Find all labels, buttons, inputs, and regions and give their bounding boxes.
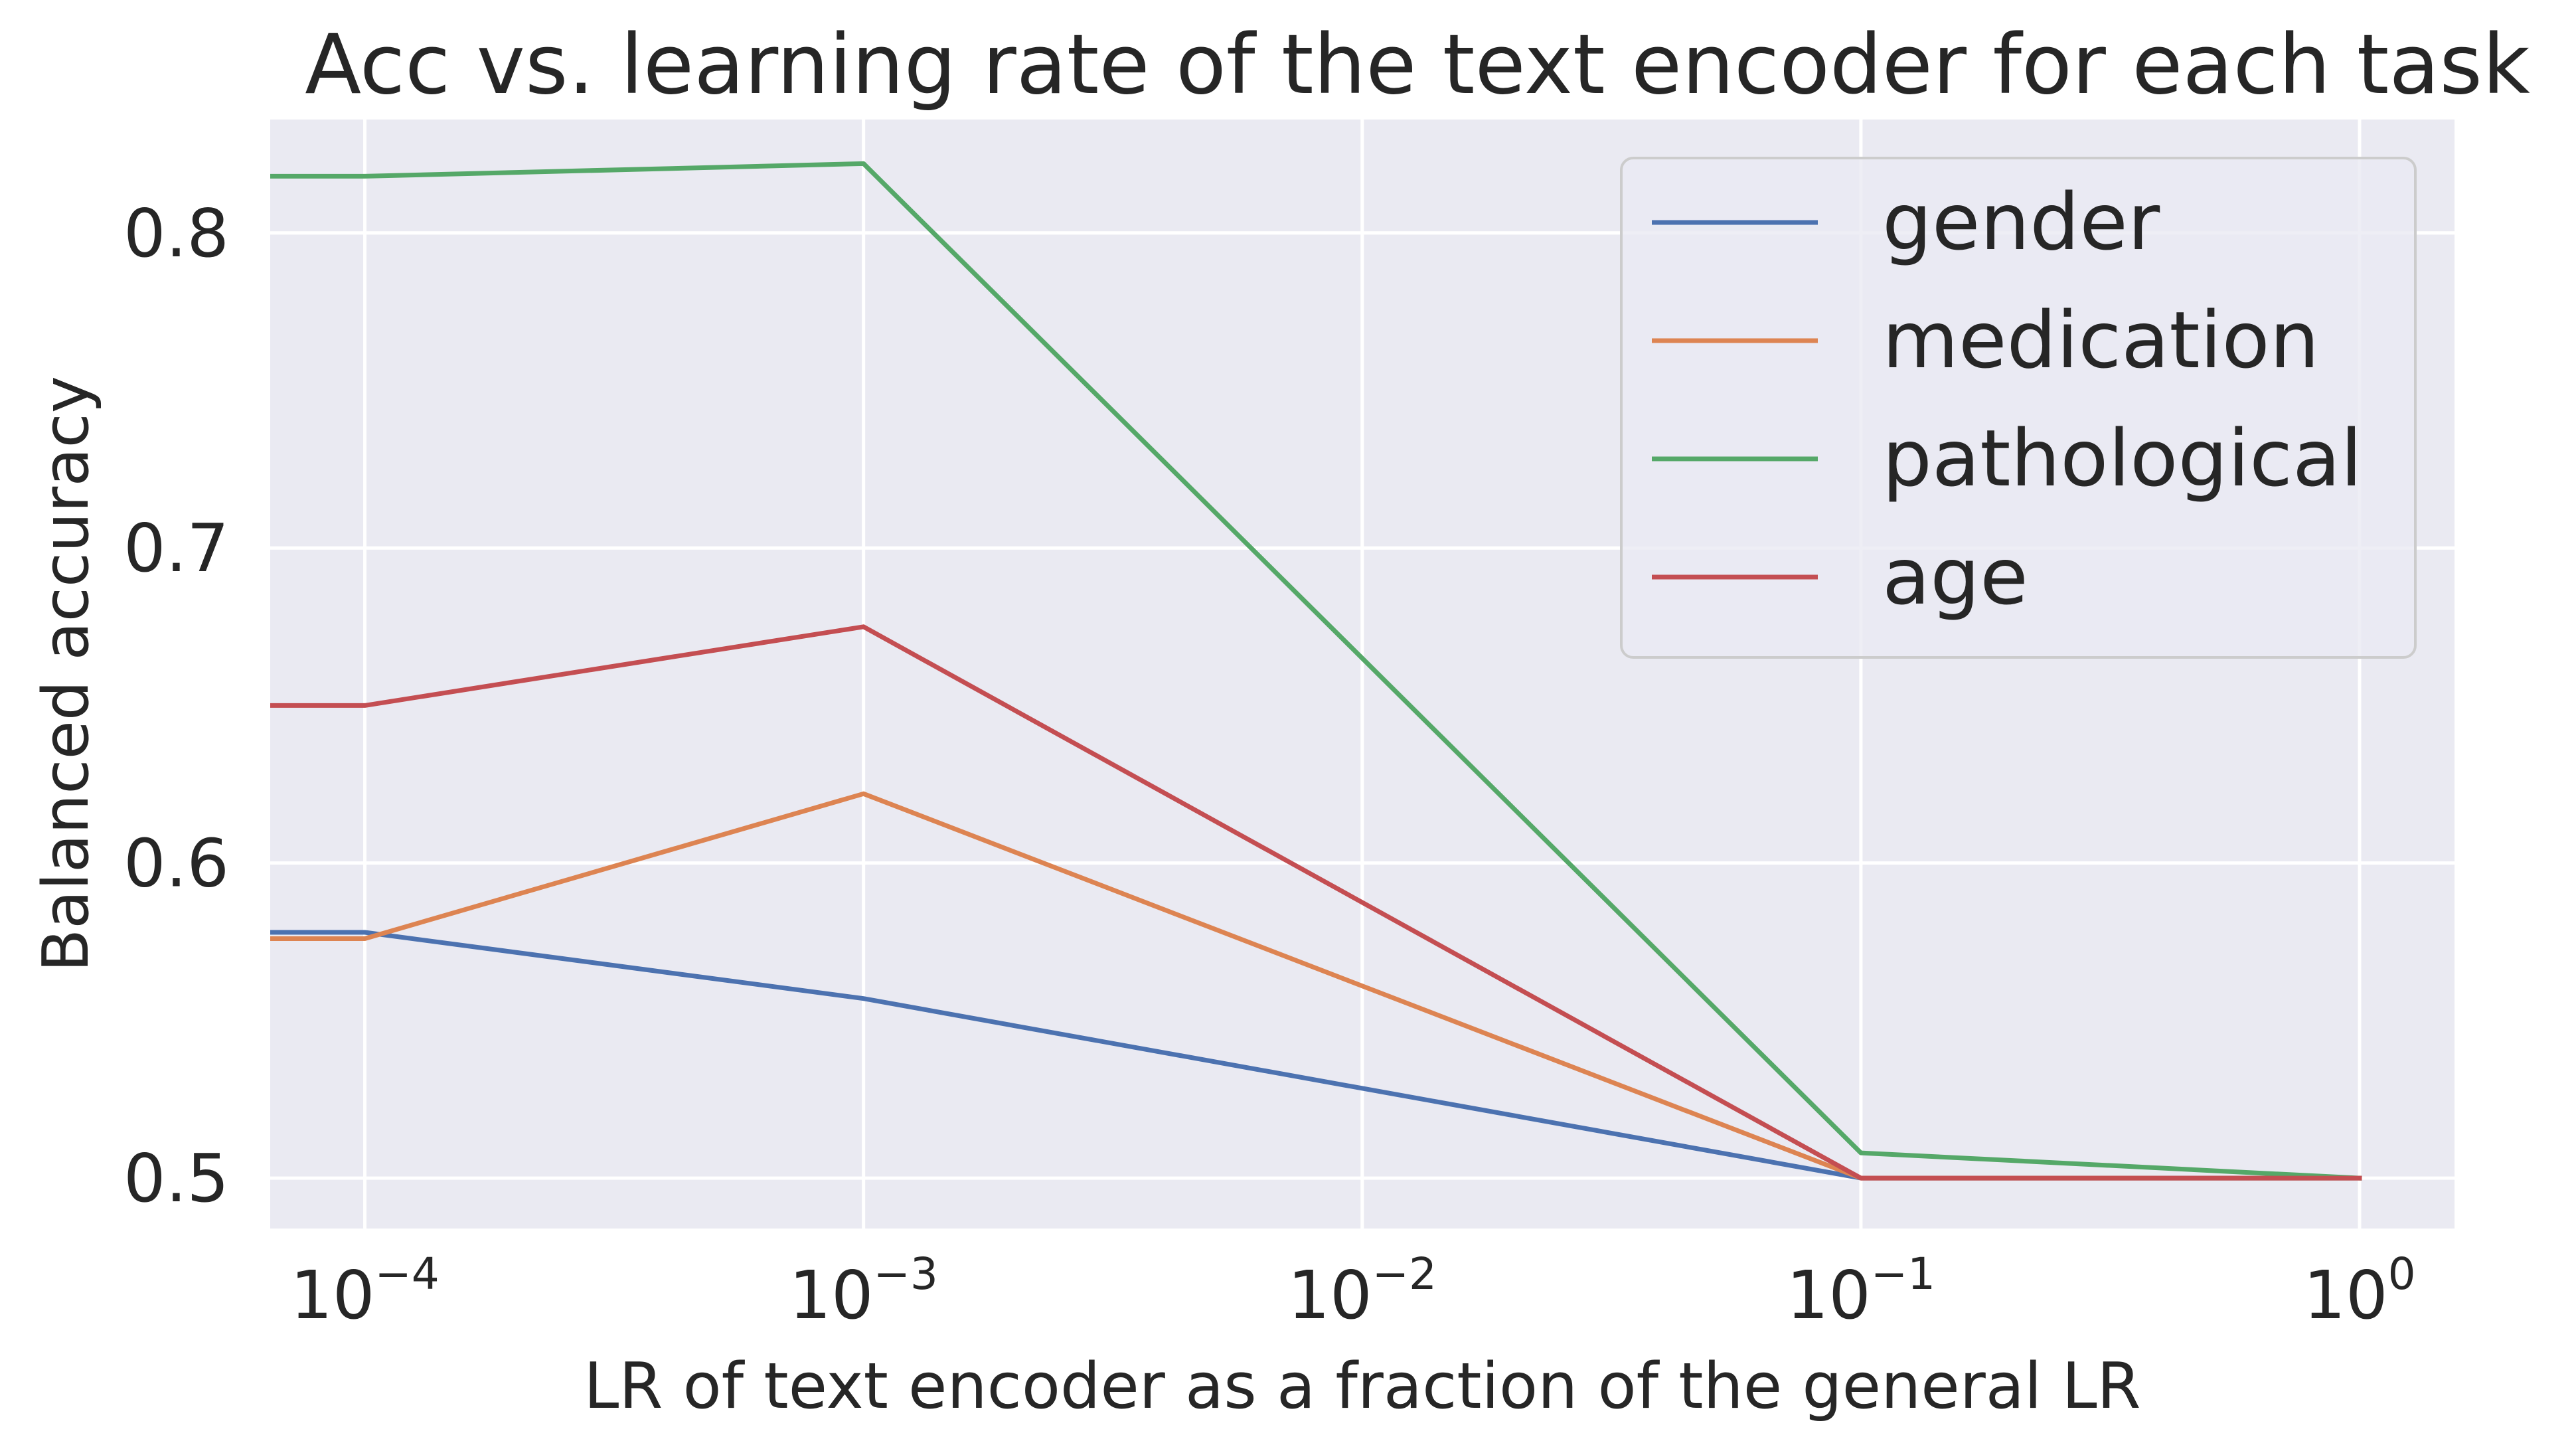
legend-label-medication: medication bbox=[1882, 294, 2319, 386]
y-axis-ticks: 0.5 0.6 0.7 0.8 bbox=[123, 195, 229, 1217]
y-tick-label: 0.7 bbox=[123, 509, 229, 587]
x-tick-label: 100 bbox=[2303, 1248, 2415, 1334]
legend: gender medication pathological age bbox=[1620, 157, 2417, 659]
y-tick-label: 0.6 bbox=[123, 825, 229, 902]
series-line-age bbox=[270, 624, 2362, 1181]
x-tick-label: 10−2 bbox=[1288, 1248, 1437, 1334]
x-tick-label: 10−1 bbox=[1787, 1248, 1936, 1334]
legend-label-gender: gender bbox=[1882, 176, 2160, 268]
legend-box bbox=[1620, 157, 2417, 659]
y-tick-label: 0.8 bbox=[123, 195, 229, 272]
x-tick-label: 10−4 bbox=[290, 1248, 440, 1334]
legend-label-age: age bbox=[1882, 531, 2028, 622]
chart-title: Acc vs. learning rate of the text encode… bbox=[305, 17, 2530, 113]
y-tick-label: 0.5 bbox=[123, 1140, 229, 1217]
series-lines bbox=[270, 161, 2362, 1181]
series-line-pathological bbox=[270, 161, 2362, 1181]
y-axis-label: Balanced accuracy bbox=[30, 376, 103, 972]
x-tick-label: 10−3 bbox=[789, 1248, 938, 1334]
legend-label-pathological: pathological bbox=[1882, 412, 2362, 504]
x-axis-label: LR of text encoder as a fraction of the … bbox=[584, 1350, 2140, 1423]
x-axis-ticks: 10−4 10−3 10−2 10−1 100 bbox=[290, 1248, 2415, 1334]
